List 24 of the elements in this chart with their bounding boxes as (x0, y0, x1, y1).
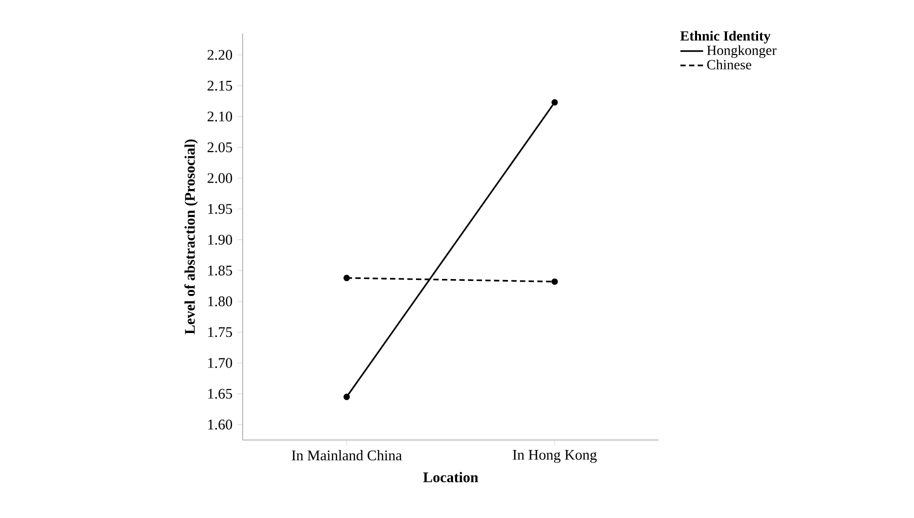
y-tick-label: 2.15 (208, 80, 232, 91)
legend-label: Chinese (707, 60, 752, 70)
point (343, 394, 350, 400)
y-tick-label: 1.65 (208, 388, 232, 399)
y-tick-label: 1.85 (208, 266, 232, 276)
y-tick-label: 2.05 (208, 142, 232, 152)
y-tick-label: 1.60 (208, 420, 232, 430)
y-tick-label: 2.10 (208, 112, 232, 122)
y-tick-label: 2.20 (208, 50, 232, 60)
y-tick-label: 1.70 (208, 358, 232, 368)
y-axis-title: Level of abstraction (Prosocial) (184, 139, 198, 334)
x-tick-label: In Hong Kong (512, 450, 597, 463)
x-axis-title: Location (423, 472, 478, 482)
y-tick-label: 1.90 (208, 234, 232, 245)
y-tick-label: 2.00 (208, 173, 232, 184)
x-tick-label: In Mainland China (292, 450, 402, 460)
y-tick-label: 1.80 (208, 296, 232, 306)
point (551, 278, 558, 285)
legend-label: Hongkonger (707, 45, 776, 58)
y-tick-label: 1.75 (208, 327, 232, 338)
legend-title: Ethnic Identity (680, 30, 771, 44)
y-tick-label: 1.95 (208, 204, 232, 214)
point (343, 274, 350, 282)
point (551, 99, 558, 106)
